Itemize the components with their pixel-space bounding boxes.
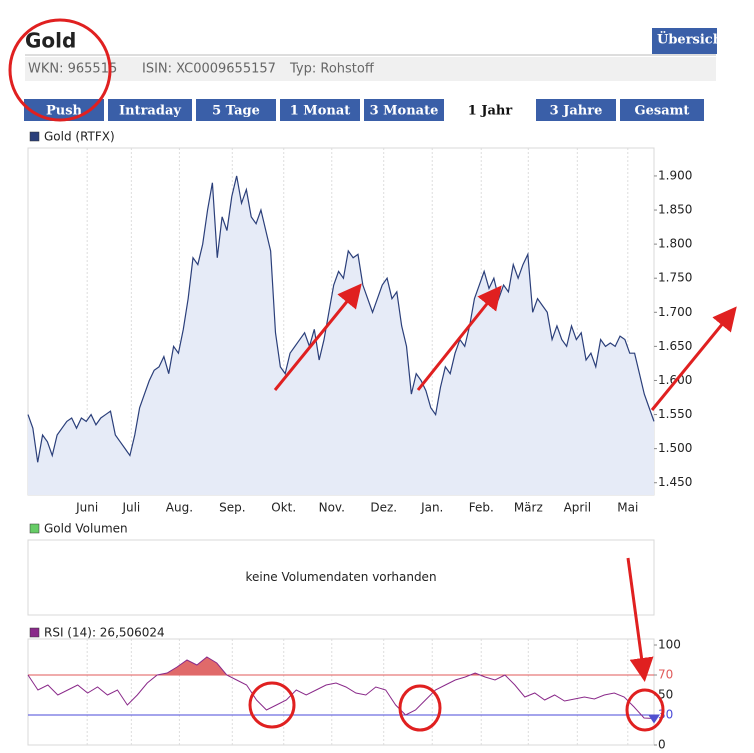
y-tick-label: 1.700 [658, 305, 692, 319]
chart-panel: Gold Volumen keine Volumendaten vorhanden [27, 522, 655, 616]
tab-bg [620, 99, 704, 121]
overview-button[interactable]: Übersicht [652, 28, 732, 54]
area [28, 175, 654, 496]
tab[interactable]: 1 Jahr [448, 99, 532, 121]
circle [248, 681, 296, 729]
tab-bg [280, 99, 360, 121]
title: Gold [25, 29, 76, 53]
plot-frame [27, 638, 655, 746]
type: Typ: Rohstoff [289, 62, 375, 77]
y-tick-label: 1.750 [658, 271, 692, 285]
x-tick-label: April [564, 501, 591, 515]
tab-bg [108, 99, 192, 121]
tab-label: Gesamt [635, 104, 690, 119]
tab[interactable]: 5 Tage [196, 99, 276, 121]
info-bar [25, 57, 716, 81]
legend-swatch [29, 523, 40, 534]
circle [625, 688, 665, 732]
tab-bg [448, 99, 532, 121]
y-tick-label: 1.500 [658, 441, 692, 455]
x-tick-label: Mai [617, 501, 638, 515]
x-tick-label: Jan. [420, 501, 443, 515]
y-tick-label: 1.450 [658, 475, 692, 489]
x-tick-label: Feb. [469, 501, 494, 515]
y-tick-label: 50 [658, 688, 673, 702]
y-tick-label: 1.900 [658, 168, 692, 182]
tab-bg [364, 99, 444, 121]
button-label: Übersicht [657, 31, 728, 48]
circle [8, 18, 112, 122]
tab[interactable]: 1 Monat [280, 99, 360, 121]
tab[interactable]: 3 Monate [364, 99, 444, 121]
button-bg [652, 28, 717, 54]
wkn: WKN: 965515 [28, 62, 117, 77]
x-tick-label: Juni [75, 501, 98, 515]
tab-bg [196, 99, 276, 121]
tab[interactable]: 3 Jahre [536, 99, 616, 121]
annotations [8, 18, 737, 732]
legend-label: RSI (14): 26,506024 [44, 626, 165, 640]
y-tick-label: 0 [658, 738, 666, 752]
overbought-fill [28, 657, 654, 675]
tab-label: 3 Monate [370, 104, 439, 119]
tab-label: Push [46, 104, 83, 119]
chart-panel: Gold (RTFX) Juni Juli Aug. Sep. Okt. Nov. Dez. J… [27, 130, 692, 515]
line [27, 656, 655, 719]
tab-bg [536, 99, 616, 121]
x-tick-label: März [514, 501, 543, 515]
charts: Gold (RTFX) Juni Juli Aug. Sep. Okt. Nov. Dez. J… [27, 130, 692, 752]
x-tick-label: Dez. [370, 501, 397, 515]
legend-swatch [29, 131, 40, 142]
y-tick-label: 1.800 [658, 237, 692, 251]
tab-label: Intraday [119, 104, 181, 119]
arrow [273, 283, 362, 391]
plot-frame [27, 539, 655, 616]
legend-label: Gold (RTFX) [44, 130, 115, 144]
legend-label: Gold Volumen [44, 522, 128, 536]
tab-label: 1 Monat [290, 104, 351, 119]
x-tick-label: Aug. [166, 501, 193, 515]
x-tick-label: Sep. [219, 501, 245, 515]
arrow [626, 557, 654, 682]
x-tick-label: Juli [121, 501, 140, 515]
tab[interactable]: Intraday [108, 99, 192, 121]
tab-label: 3 Jahre [550, 104, 603, 119]
x-tick-label: Okt. [271, 501, 296, 515]
legend-swatch [29, 627, 40, 638]
tabs: Push Intraday 5 Tage 1 Monat 3 Monate 1 Jahr 3… [24, 99, 704, 121]
y-tick-label: 100 [658, 638, 681, 652]
tab-label: 1 Jahr [468, 104, 513, 119]
arrow [416, 285, 502, 391]
circle [398, 684, 442, 732]
empty-message: keine Volumendaten vorhanden [245, 570, 436, 584]
y-tick-label: 1.850 [658, 203, 692, 217]
y-tick-label: 70 [658, 668, 673, 682]
y-tick-label: 1.550 [658, 407, 692, 421]
isin: ISIN: XC0009655157 [142, 62, 276, 77]
line [27, 175, 655, 463]
arrow [650, 306, 737, 411]
tab-label: 5 Tage [212, 104, 260, 119]
last-marker [648, 714, 660, 724]
y-tick-label: 1.650 [658, 339, 692, 353]
tab[interactable]: Gesamt [620, 99, 704, 121]
x-tick-label: Nov. [319, 501, 345, 515]
